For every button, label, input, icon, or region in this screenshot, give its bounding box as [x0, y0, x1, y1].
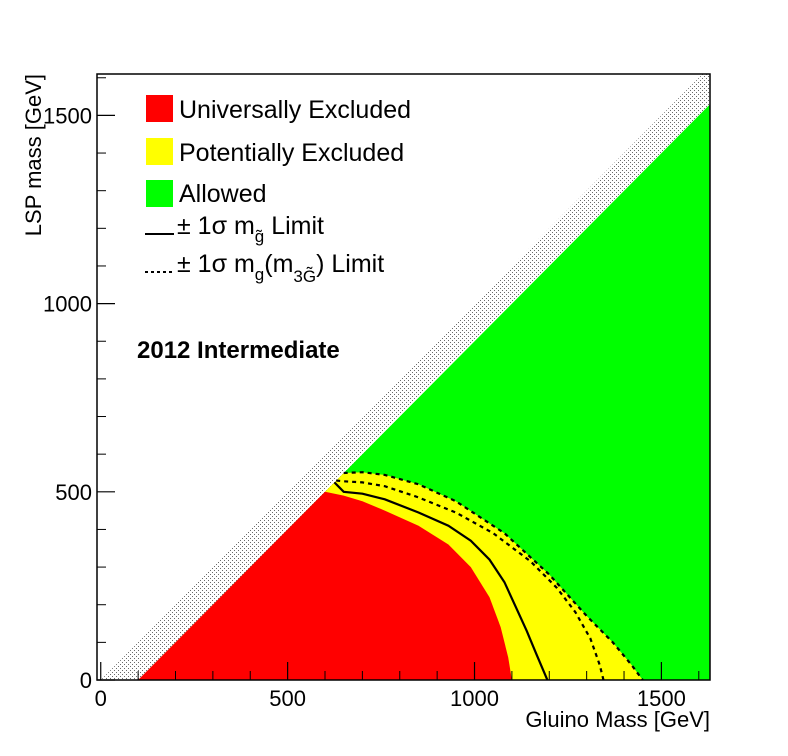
- y-axis-title: LSP mass [GeV]: [21, 74, 46, 236]
- universally-excluded-region: [138, 491, 512, 680]
- legend-label-universal: Universally Excluded: [179, 96, 411, 124]
- legend-label-dashed: ± 1σ mg(m3G̃) Limit: [177, 250, 384, 286]
- plot-frame: [96, 73, 711, 681]
- legend-label-allowed: Allowed: [179, 180, 267, 208]
- allowed-region: [138, 104, 710, 680]
- legend-swatch-potential: [146, 138, 173, 165]
- dashed-limit-line-2: [336, 479, 605, 680]
- solid-limit-line-1: [333, 481, 549, 680]
- dashed-limit-line-3: [343, 471, 644, 680]
- annotation-2012-intermediate: 2012 Intermediate: [137, 337, 340, 364]
- x-tick-label: 500: [269, 686, 306, 711]
- legend-swatch-allowed: [146, 180, 173, 207]
- legend-label-potential: Potentially Excluded: [179, 139, 404, 167]
- x-tick-label: 0: [95, 686, 107, 711]
- y-tick-label: 1000: [43, 292, 92, 317]
- forbidden-hatched-band: [100, 74, 710, 680]
- x-axis-title: Gluino Mass [GeV]: [525, 707, 710, 732]
- axes: 0 500 1000 1500 0 500 1000 1500: [43, 77, 700, 711]
- y-tick-label: 500: [55, 480, 92, 505]
- y-tick-label: 1500: [43, 103, 92, 128]
- legend: Universally Excluded Potentially Exclude…: [145, 95, 411, 286]
- legend-swatch-universal: [146, 95, 173, 122]
- x-tick-label: 1000: [450, 686, 499, 711]
- legend-label-solid: ± 1σ mg̃ Limit: [177, 212, 324, 246]
- x-tick-label: 1500: [637, 686, 686, 711]
- y-tick-label: 0: [80, 668, 92, 693]
